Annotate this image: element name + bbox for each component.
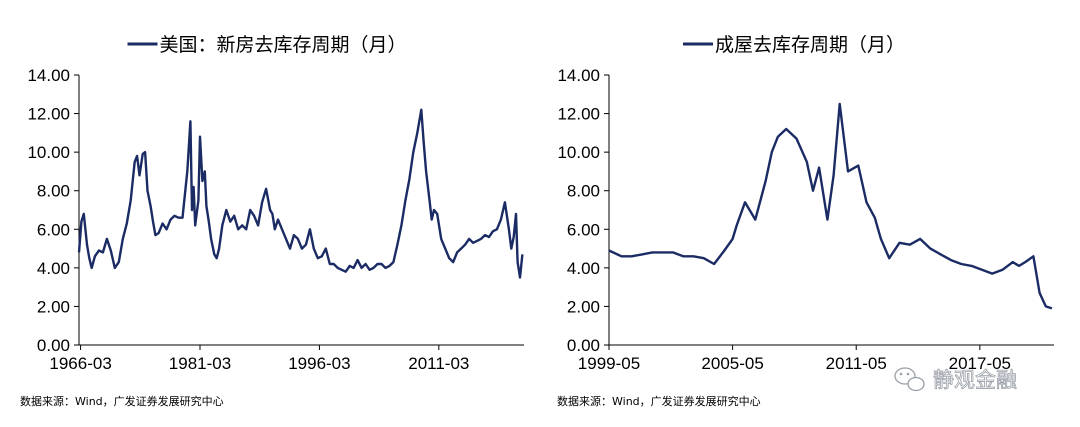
x-tick-label: 2017-05	[949, 354, 1011, 373]
y-tick-label: 14.00	[27, 66, 70, 85]
legend-label: 成屋去库存周期（月）	[715, 34, 905, 56]
watermark-text: 静观金融	[933, 368, 1017, 392]
y-tick-label: 8.00	[567, 182, 600, 201]
y-tick-label: 4.00	[567, 259, 600, 278]
wechat-icon	[894, 367, 925, 392]
series-line	[608, 102, 1053, 310]
source-note-left: 数据来源：Wind，广发证券发展研究中心	[20, 394, 224, 408]
y-tick-label: 6.00	[567, 220, 600, 239]
y-tick-label: 0.00	[567, 336, 600, 355]
legend: 美国：新房去库存周期（月）	[127, 34, 407, 56]
x-tick-label: 1996-03	[288, 354, 350, 373]
y-tick-label: 2.00	[567, 297, 600, 316]
chart-existing-home-inventory: 0.00 2.00 4.00 6.00 8.00 10.00 12.00 14.00 1999-…	[557, 34, 1054, 373]
x-tick-label: 1966-03	[49, 354, 111, 373]
watermark: 静观金融	[894, 367, 1017, 392]
y-tick-label: 6.00	[37, 220, 70, 239]
y-tick-label: 10.00	[557, 143, 600, 162]
y-tick-label: 0.00	[37, 336, 70, 355]
x-tick-label: 2005-05	[701, 354, 763, 373]
y-tick-label: 14.00	[557, 66, 600, 85]
x-tick-label: 1981-03	[169, 354, 231, 373]
chart-us-new-home-inventory: 0.00 2.00 4.00 6.00 8.00 10.00 12.00 14.00 1966-…	[27, 34, 524, 373]
y-tick-label: 12.00	[557, 105, 600, 124]
y-tick-label: 10.00	[27, 143, 70, 162]
source-note-right: 数据来源：Wind，广发证券发展研究中心	[557, 394, 761, 408]
y-tick-label: 12.00	[27, 105, 70, 124]
x-tick-label: 2011-05	[826, 354, 887, 373]
y-tick-label: 8.00	[37, 182, 70, 201]
y-tick-label: 4.00	[37, 259, 70, 278]
legend-label: 美国：新房去库存周期（月）	[160, 34, 407, 56]
y-tick-label: 2.00	[37, 297, 70, 316]
x-tick-label: 1999-05	[578, 354, 640, 373]
series-line	[77, 108, 524, 279]
legend: 成屋去库存周期（月）	[683, 34, 905, 56]
x-tick-label: 2011-03	[408, 354, 469, 373]
